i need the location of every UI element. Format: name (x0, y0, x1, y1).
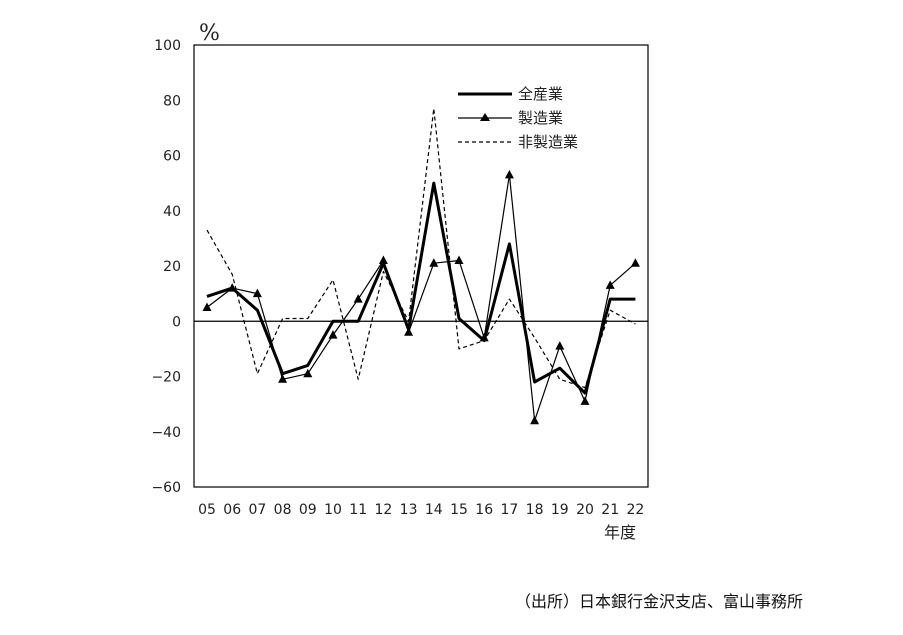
x-tick-label: 20 (576, 502, 594, 518)
x-tick-label: 12 (374, 502, 392, 518)
x-tick-label: 22 (626, 502, 644, 518)
legend-marker-manufacturing (480, 113, 490, 121)
y-tick-label: 80 (163, 93, 181, 109)
x-tick-label: 15 (450, 502, 468, 518)
legend-label-non-manufacturing: 非製造業 (518, 133, 578, 151)
series-marker-manufacturing (328, 330, 338, 339)
series-marker-manufacturing (278, 374, 288, 383)
y-tick-label: 60 (163, 149, 181, 165)
y-tick-label: 0 (172, 314, 181, 330)
x-tick-label: 11 (349, 502, 367, 518)
x-tick-label: 18 (526, 502, 544, 518)
series-line-2 (206, 107, 636, 389)
x-tick-label: 21 (601, 502, 619, 518)
x-tick-label: 16 (475, 502, 493, 518)
series-layer (202, 107, 640, 425)
y-tick-label: 40 (163, 204, 181, 220)
legend-label-manufacturing: 製造業 (518, 109, 563, 127)
source-note: （出所）日本銀行金沢支店、富山事務所 (515, 592, 804, 611)
series-marker-manufacturing (504, 169, 514, 179)
series-marker-manufacturing (454, 255, 464, 264)
x-tick-label: 14 (425, 502, 443, 518)
series-marker-manufacturing (605, 280, 615, 289)
legend: 全産業 製造業 非製造業 (458, 85, 578, 151)
y-axis-ticks: 100 80 60 40 20 0 −20 −40 −60 (151, 38, 181, 496)
series-marker-manufacturing (404, 327, 414, 336)
x-tick-label: 08 (274, 502, 292, 518)
series-marker-manufacturing (303, 368, 313, 378)
y-unit-label: % (199, 21, 220, 46)
x-tick-label: 06 (223, 502, 241, 518)
series-line-0 (206, 181, 636, 395)
series-marker-manufacturing (630, 258, 640, 267)
x-tick-label: 05 (198, 502, 216, 518)
series-marker-manufacturing (252, 288, 262, 298)
y-tick-label: 100 (154, 38, 181, 54)
x-tick-label: 09 (299, 502, 317, 518)
x-tick-label: 13 (400, 502, 418, 518)
series-marker-manufacturing (202, 302, 212, 311)
series-marker-manufacturing (353, 294, 363, 303)
series-marker-manufacturing (555, 341, 565, 350)
x-tick-label: 07 (248, 502, 266, 518)
series-line-1 (206, 174, 636, 422)
plot-area-frame (193, 44, 649, 488)
x-axis-ticks: 05 06 07 08 09 10 11 12 13 14 15 16 17 18 19 20 21 22 (198, 502, 644, 518)
x-tick-label: 19 (551, 502, 569, 518)
y-tick-label: 20 (163, 259, 181, 275)
series-marker-manufacturing (530, 415, 540, 425)
y-tick-label: −20 (151, 370, 181, 386)
series-marker-manufacturing (580, 396, 590, 405)
series-marker-manufacturing (378, 255, 388, 264)
y-tick-label: −40 (151, 425, 181, 441)
legend-label-all-industries: 全産業 (518, 85, 563, 103)
x-axis-unit-label: 年度 (604, 523, 636, 542)
y-tick-label: −60 (151, 480, 181, 496)
x-tick-label: 17 (500, 502, 518, 518)
x-tick-label: 10 (324, 502, 342, 518)
series-marker-manufacturing (429, 258, 439, 267)
